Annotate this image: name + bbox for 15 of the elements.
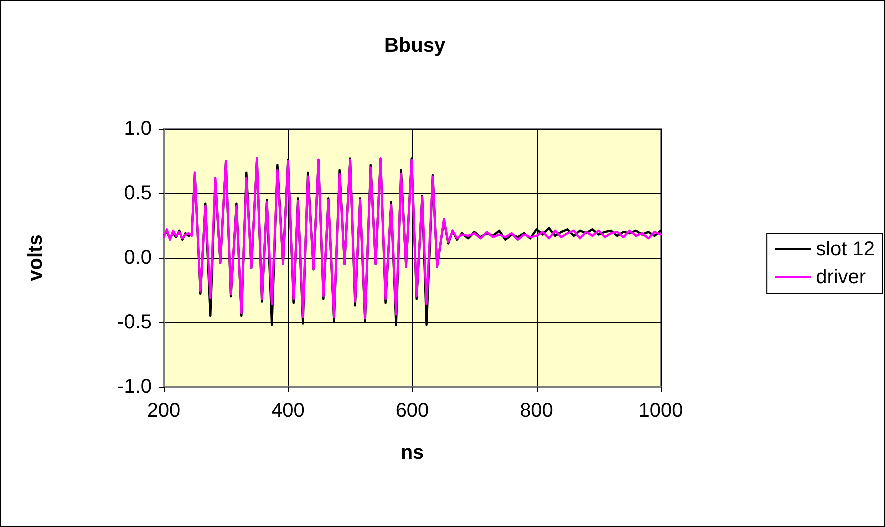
x-tick-label: 800	[520, 400, 554, 422]
chart-title: Bbusy	[384, 35, 446, 57]
x-tick-label: 600	[396, 400, 430, 422]
y-tick-label: -0.5	[118, 312, 152, 334]
y-tick-label: 1.0	[124, 118, 152, 140]
y-axis-title: volts	[25, 234, 47, 282]
x-tick-label: 400	[272, 400, 305, 422]
legend-label: driver	[816, 266, 866, 288]
x-tick-label: 1000	[638, 400, 684, 422]
x-axis-title: ns	[400, 442, 424, 464]
y-tick-label: 0.5	[124, 182, 152, 204]
x-tick-label: 200	[147, 400, 181, 422]
y-tick-label: -1.0	[118, 376, 152, 398]
legend-label: slot 12	[816, 238, 876, 260]
y-tick-label: 0.0	[124, 247, 152, 269]
